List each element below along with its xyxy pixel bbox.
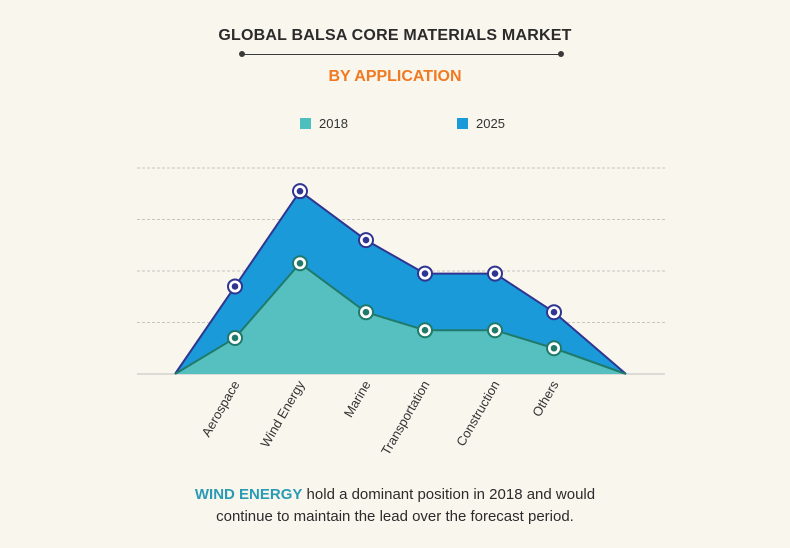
caption-highlight: WIND ENERGY — [194, 486, 303, 503]
chart-subtitle: BY APPLICATION — [328, 68, 462, 85]
x-tick-label-others: Others — [529, 378, 562, 420]
marker-core-2025-others — [550, 308, 558, 316]
legend-item-2018: 2018 — [300, 116, 348, 132]
marker-core-2025-wind-energy — [296, 187, 304, 195]
marker-core-2018-aerospace — [231, 334, 239, 342]
x-tick-label-transportation: Transportation — [378, 378, 433, 458]
x-tick-label-marine: Marine — [341, 378, 374, 420]
legend-swatch-2018 — [300, 118, 311, 129]
marker-core-2018-marine — [362, 308, 370, 316]
marker-core-2018-others — [550, 344, 558, 352]
chart-title: GLOBAL BALSA CORE MATERIALS MARKET — [218, 27, 572, 44]
legend-label-2018: 2018 — [319, 116, 348, 131]
legend-label-2025: 2025 — [476, 116, 505, 131]
line-2018 — [174, 262, 627, 375]
caption-line2: continue to maintain the lead over the f… — [216, 508, 574, 525]
marker-core-2018-wind-energy — [296, 259, 304, 267]
legend-item-2025: 2025 — [457, 116, 505, 132]
line-2025 — [174, 190, 627, 375]
marker-core-2025-marine — [362, 236, 370, 244]
x-tick-label-wind-energy: Wind Energy — [257, 378, 307, 450]
chart-caption: WIND ENERGY hold a dominant position in … — [0, 484, 790, 528]
title-divider-left-dot — [239, 51, 245, 57]
marker-core-2025-transportation — [421, 270, 429, 277]
title-divider-right-dot — [558, 51, 564, 57]
caption-line1: hold a dominant position in 2018 and wou… — [302, 486, 596, 503]
x-tick-label-aerospace: Aerospace — [199, 378, 243, 439]
marker-core-2025-aerospace — [231, 283, 239, 290]
title-divider — [242, 54, 562, 55]
marker-core-2018-construction — [491, 326, 499, 334]
marker-core-2025-construction — [491, 270, 499, 277]
legend-swatch-2025 — [457, 118, 468, 129]
area-2018 — [175, 263, 626, 374]
marker-core-2018-transportation — [421, 326, 429, 334]
x-tick-label-construction: Construction — [453, 378, 502, 449]
